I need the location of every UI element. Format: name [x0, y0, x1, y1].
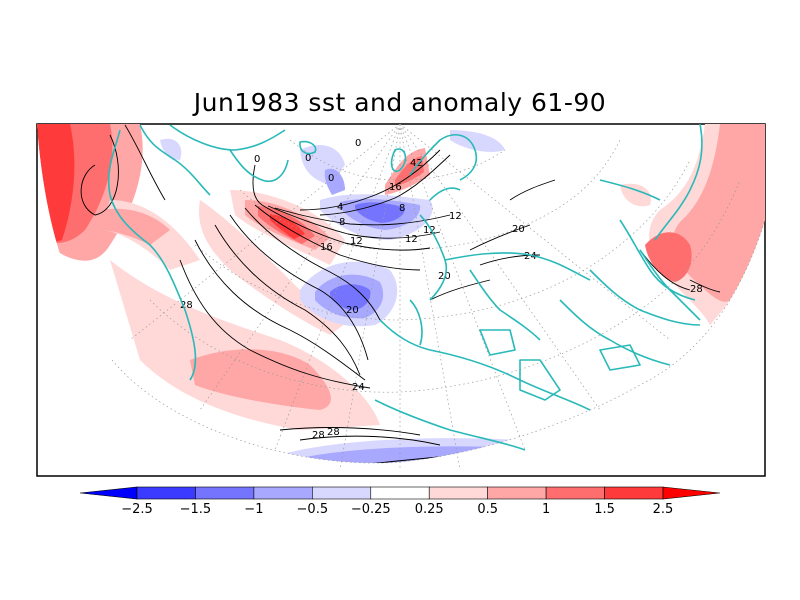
colorbar-tick-label: 2.5 [653, 502, 674, 517]
contour-label: 0 [355, 138, 361, 149]
contour-label: 8 [399, 203, 405, 214]
contour-label: 4 [337, 202, 343, 213]
colorbar-bin [662, 486, 721, 500]
colorbar-tick-label: 1 [542, 502, 550, 517]
colorbar-bin [487, 486, 547, 500]
sst-contours [80, 124, 721, 464]
colorbar-tick-label: −0.5 [297, 502, 329, 517]
colorbar-legend: −2.5 −1.5 −1 −0.5 −0.25 0.25 0.5 1 1.5 2.5 [79, 486, 721, 517]
contour-label: 24 [352, 382, 365, 393]
colorbar-bin [79, 486, 138, 500]
colorbar-tick-label: −0.25 [351, 502, 391, 517]
contour-label: 8 [339, 217, 345, 228]
contour-label: 28 [327, 427, 340, 438]
contour-label: 20 [438, 271, 451, 282]
contour-label: 28 [312, 430, 325, 441]
contour-label: 42 [410, 158, 423, 169]
contour-label: 28 [180, 300, 193, 311]
contour-label: 12 [449, 211, 462, 222]
colorbar-tick-label: 0.25 [415, 502, 444, 517]
anomaly-shading [37, 124, 765, 464]
colorbar-bin [428, 486, 488, 500]
contour-label: 20 [346, 305, 359, 316]
colorbar-bin [604, 486, 664, 500]
colorbar-bin [253, 486, 313, 500]
colorbar-bin [312, 486, 372, 500]
coastlines [107, 124, 703, 451]
contour-label: 28 [690, 284, 703, 295]
contour-label: 24 [524, 251, 537, 262]
colorbar-tick-label: −1.5 [180, 502, 212, 517]
colorbar-tick-label: −2.5 [121, 502, 153, 517]
contour-label: 0 [305, 153, 311, 164]
colorbar-bin [195, 486, 255, 500]
contour-label: 12 [405, 234, 418, 245]
contour-label: 20 [512, 224, 525, 235]
colorbar-bin [545, 486, 605, 500]
contour-label: 16 [389, 182, 402, 193]
colorbar-bin [370, 486, 430, 500]
contour-label: 16 [320, 242, 333, 253]
contour-label: 12 [423, 225, 436, 236]
contour-label: 0 [254, 154, 260, 165]
colorbar-tick-label: 0.5 [477, 502, 498, 517]
contour-label: 12 [350, 236, 363, 247]
colorbar-tick-label: 1.5 [594, 502, 615, 517]
graticule [111, 124, 765, 471]
colorbar-bin [136, 486, 196, 500]
contour-label: 0 [328, 173, 334, 184]
map-title: Jun1983 sst and anomaly 61-90 [193, 88, 607, 117]
contour-labels: 0 0 0 0 4 8 8 12 12 12 12 16 16 20 20 20… [180, 138, 703, 441]
colorbar-tick-label: −1 [244, 502, 263, 517]
